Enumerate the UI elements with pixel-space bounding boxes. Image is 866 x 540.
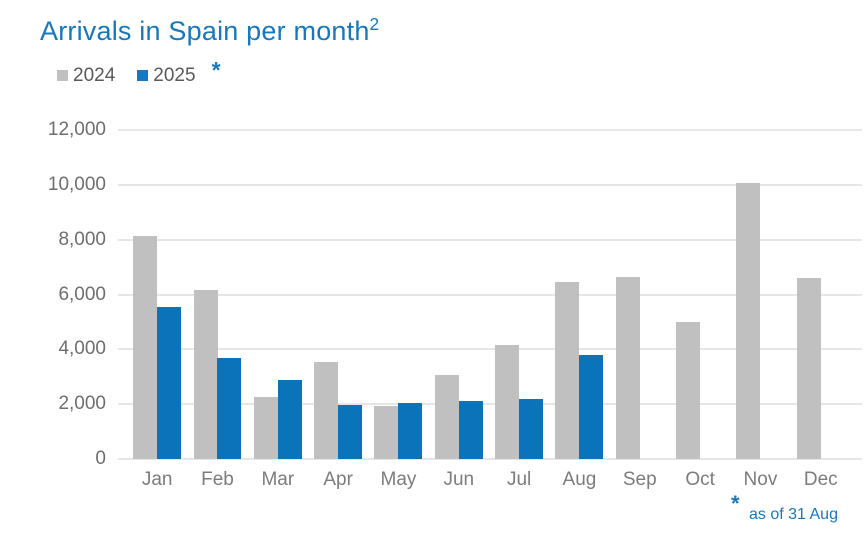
bar-2025-apr <box>338 405 363 459</box>
x-axis-tick-label: Dec <box>803 469 838 490</box>
x-axis-tick-label: Aug <box>562 469 597 490</box>
x-axis-tick-label: Nov <box>743 469 778 490</box>
gridline <box>118 183 862 186</box>
legend-item-2024: 2024 <box>57 65 115 87</box>
bar-group-jun <box>429 130 489 459</box>
asterisk-icon: * <box>211 57 221 83</box>
gridline <box>118 293 862 296</box>
gridline <box>118 238 862 241</box>
y-axis-tick-label: 10,000 <box>47 173 106 195</box>
gridline <box>118 403 862 406</box>
bar-2025-aug <box>579 354 604 459</box>
bar-2025-jan <box>157 306 182 459</box>
bar-2024-nov <box>736 182 761 459</box>
y-axis-tick-label: 0 <box>95 448 106 469</box>
bar-2024-jul <box>495 345 520 459</box>
x-axis: Jan Feb Mar Apr May Jun Jul Aug Sep Oct Nov Dec <box>127 469 851 491</box>
x-axis-tick-label: May <box>380 469 417 490</box>
bar-group-may <box>368 130 428 459</box>
bar-2024-dec <box>796 278 821 459</box>
footnote-text: as of 31 Aug <box>749 506 838 523</box>
x-axis-tick-label: Jul <box>506 469 532 490</box>
bar-2024-may <box>374 405 399 459</box>
bar-2024-aug <box>555 282 580 459</box>
bar-group-oct <box>670 130 730 459</box>
chart-legend: 2024 2025 * <box>57 57 221 89</box>
x-axis-tick-label: Feb <box>201 469 234 490</box>
bar-2024-feb <box>193 290 218 459</box>
bar-2024-apr <box>314 361 339 459</box>
gridline <box>118 458 862 460</box>
title-text: Arrivals in Spain per month <box>40 16 370 46</box>
legend-swatch-2024-icon <box>57 70 68 81</box>
x-axis-tick-label: Mar <box>261 469 295 490</box>
bars-area <box>127 130 851 459</box>
bar-2024-jan <box>133 235 158 459</box>
bar-group-nov <box>730 130 790 459</box>
bar-2024-mar <box>253 397 278 459</box>
x-axis-tick-label: Apr <box>323 469 353 490</box>
gridline <box>118 129 862 131</box>
title-superscript: 2 <box>369 14 380 34</box>
bar-2024-oct <box>676 321 701 459</box>
bar-group-jul <box>489 130 549 459</box>
x-axis-tick-label: Jan <box>141 469 173 490</box>
bar-group-aug <box>549 130 609 459</box>
page-title: Arrivals in Spain per month2 <box>40 14 380 47</box>
legend-swatch-2025-icon <box>137 70 149 81</box>
bar-group-dec <box>791 130 851 459</box>
legend-label-2024: 2024 <box>73 64 116 86</box>
bar-2025-mar <box>277 379 302 459</box>
bar-2025-may <box>398 403 423 459</box>
bar-group-feb <box>187 130 247 459</box>
bar-2025-feb <box>217 357 242 459</box>
bar-group-mar <box>248 130 308 459</box>
y-axis-tick-label: 8,000 <box>58 228 106 250</box>
gridline <box>118 348 862 351</box>
x-axis-tick-label: Sep <box>622 469 657 490</box>
bar-2024-sep <box>615 276 640 459</box>
footnote-asterisk-icon: * <box>731 491 740 516</box>
bar-group-sep <box>610 130 670 459</box>
y-axis-tick-label: 2,000 <box>58 393 106 415</box>
x-axis-tick-label: Jun <box>443 469 475 490</box>
bar-2025-jun <box>458 400 483 459</box>
x-axis-tick-label: Oct <box>685 469 715 490</box>
legend-item-2025: 2025 <box>137 64 196 87</box>
bar-2024-jun <box>434 375 459 459</box>
y-axis-tick-label: 4,000 <box>58 338 106 360</box>
legend-label-2025: 2025 <box>153 64 196 86</box>
y-axis-tick-label: 6,000 <box>58 283 106 305</box>
bar-2025-jul <box>519 399 544 459</box>
bar-group-apr <box>308 130 368 459</box>
bar-group-jan <box>127 130 187 459</box>
y-axis-tick-label: 12,000 <box>47 119 106 140</box>
